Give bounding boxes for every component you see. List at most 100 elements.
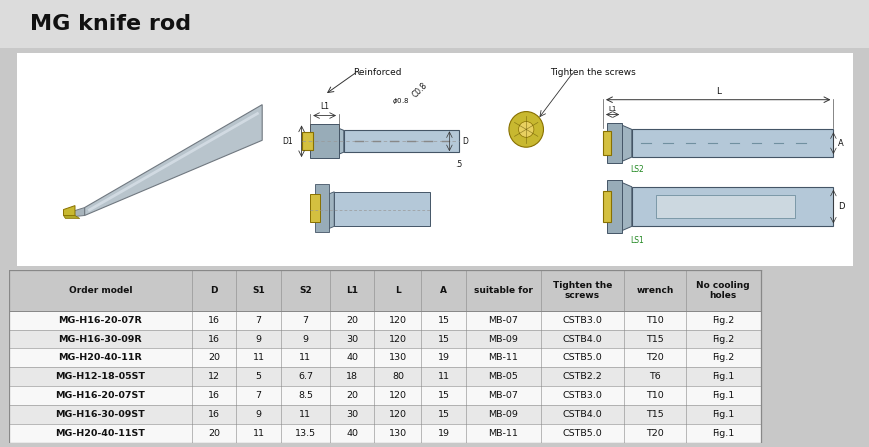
Text: MG-H20-40-11R: MG-H20-40-11R bbox=[58, 354, 142, 363]
Text: 20: 20 bbox=[346, 391, 358, 400]
Text: 16: 16 bbox=[208, 335, 220, 344]
Text: 11: 11 bbox=[252, 354, 264, 363]
Text: 7: 7 bbox=[255, 391, 262, 400]
Text: Tighten the screws: Tighten the screws bbox=[549, 68, 635, 77]
Text: 30: 30 bbox=[346, 335, 358, 344]
Text: D: D bbox=[461, 137, 468, 146]
Text: 130: 130 bbox=[388, 354, 407, 363]
Bar bbox=[9, 367, 760, 386]
Text: LS2: LS2 bbox=[629, 165, 643, 174]
Text: LS1: LS1 bbox=[629, 236, 643, 245]
Text: 18: 18 bbox=[346, 372, 358, 381]
Text: Fig.1: Fig.1 bbox=[711, 410, 733, 419]
Text: 15: 15 bbox=[437, 316, 449, 325]
Text: $\phi$0.8: $\phi$0.8 bbox=[391, 96, 408, 105]
Text: CSTB4.0: CSTB4.0 bbox=[562, 335, 601, 344]
Text: T20: T20 bbox=[646, 429, 663, 438]
Text: Fig.1: Fig.1 bbox=[711, 372, 733, 381]
Circle shape bbox=[508, 112, 543, 147]
Text: No cooling
holes: No cooling holes bbox=[695, 281, 749, 300]
Text: 80: 80 bbox=[391, 372, 403, 381]
Text: D: D bbox=[210, 286, 217, 295]
Text: MG-H20-40-11ST: MG-H20-40-11ST bbox=[56, 429, 145, 438]
Bar bbox=[302, 132, 313, 150]
Text: 7: 7 bbox=[302, 316, 308, 325]
Text: L1: L1 bbox=[346, 286, 358, 295]
Text: L1: L1 bbox=[607, 105, 616, 112]
Text: Fig.2: Fig.2 bbox=[711, 316, 733, 325]
Text: L: L bbox=[715, 87, 720, 96]
Text: Tighten the
screws: Tighten the screws bbox=[552, 281, 612, 300]
Text: 120: 120 bbox=[388, 335, 407, 344]
Text: MB-11: MB-11 bbox=[488, 429, 518, 438]
Bar bbox=[9, 330, 760, 349]
Bar bbox=[631, 187, 833, 226]
Text: Fig.2: Fig.2 bbox=[711, 335, 733, 344]
Text: 120: 120 bbox=[388, 410, 407, 419]
Polygon shape bbox=[63, 206, 75, 215]
Text: 16: 16 bbox=[208, 316, 220, 325]
Text: Order model: Order model bbox=[69, 286, 132, 295]
Text: D1: D1 bbox=[282, 137, 293, 146]
Text: 19: 19 bbox=[437, 354, 449, 363]
Text: 15: 15 bbox=[437, 335, 449, 344]
Bar bbox=[315, 184, 329, 232]
Text: 130: 130 bbox=[388, 429, 407, 438]
Text: MB-09: MB-09 bbox=[488, 410, 518, 419]
Text: 15: 15 bbox=[437, 391, 449, 400]
Text: MB-09: MB-09 bbox=[488, 335, 518, 344]
Text: S2: S2 bbox=[299, 286, 311, 295]
Text: suitable for: suitable for bbox=[474, 286, 532, 295]
Text: CSTB3.0: CSTB3.0 bbox=[562, 316, 601, 325]
Text: S1: S1 bbox=[252, 286, 264, 295]
Bar bbox=[602, 131, 610, 155]
Text: 30: 30 bbox=[346, 410, 358, 419]
Text: L1: L1 bbox=[320, 101, 328, 110]
Polygon shape bbox=[620, 124, 631, 162]
Bar bbox=[602, 191, 610, 223]
Text: C0.8: C0.8 bbox=[410, 81, 429, 100]
Polygon shape bbox=[65, 207, 84, 218]
Text: A: A bbox=[440, 286, 447, 295]
Circle shape bbox=[518, 122, 534, 137]
Text: CSTB2.2: CSTB2.2 bbox=[562, 372, 601, 381]
Bar bbox=[310, 194, 320, 223]
Text: 11: 11 bbox=[252, 429, 264, 438]
Bar bbox=[9, 424, 760, 443]
Text: MG-H16-30-09ST: MG-H16-30-09ST bbox=[56, 410, 145, 419]
Text: 6.7: 6.7 bbox=[297, 372, 313, 381]
Bar bbox=[607, 123, 621, 163]
Bar bbox=[17, 53, 852, 266]
Bar bbox=[655, 195, 794, 219]
Text: 16: 16 bbox=[208, 391, 220, 400]
Bar bbox=[343, 131, 459, 152]
Text: MG-H16-20-07R: MG-H16-20-07R bbox=[58, 316, 142, 325]
Bar bbox=[0, 0, 869, 48]
Bar bbox=[9, 311, 760, 330]
Text: 9: 9 bbox=[302, 335, 308, 344]
Polygon shape bbox=[620, 182, 631, 232]
Polygon shape bbox=[84, 105, 262, 215]
Text: 9: 9 bbox=[255, 410, 262, 419]
Text: wrench: wrench bbox=[635, 286, 673, 295]
Polygon shape bbox=[324, 192, 334, 230]
Text: T15: T15 bbox=[646, 410, 663, 419]
Text: MB-07: MB-07 bbox=[488, 316, 518, 325]
Text: MG-H16-30-09R: MG-H16-30-09R bbox=[58, 335, 142, 344]
Text: T20: T20 bbox=[646, 354, 663, 363]
Text: 5: 5 bbox=[255, 372, 262, 381]
Bar bbox=[9, 270, 760, 311]
Text: MB-07: MB-07 bbox=[488, 391, 518, 400]
Text: CSTB5.0: CSTB5.0 bbox=[562, 429, 601, 438]
Text: 120: 120 bbox=[388, 316, 407, 325]
Text: D: D bbox=[837, 202, 844, 211]
Text: Reinforced: Reinforced bbox=[353, 68, 401, 77]
Text: 11: 11 bbox=[299, 354, 311, 363]
Text: MB-11: MB-11 bbox=[488, 354, 518, 363]
Text: .5: .5 bbox=[454, 160, 462, 169]
Polygon shape bbox=[334, 127, 343, 156]
Bar bbox=[9, 349, 760, 367]
Text: T10: T10 bbox=[646, 316, 663, 325]
Text: 16: 16 bbox=[208, 410, 220, 419]
Text: Fig.1: Fig.1 bbox=[711, 429, 733, 438]
